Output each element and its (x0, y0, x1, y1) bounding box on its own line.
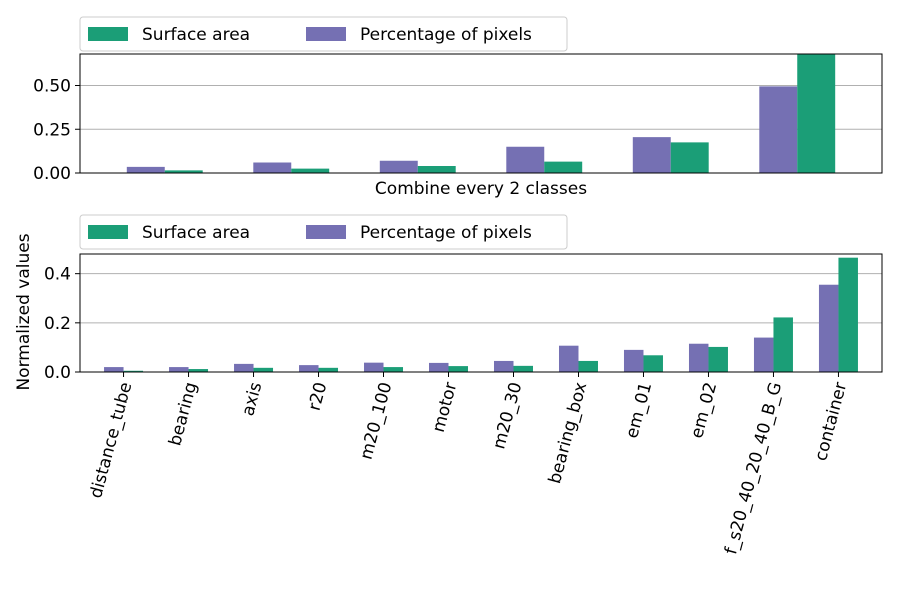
x-tick-label: axis (238, 380, 266, 418)
bar-surface-area (291, 168, 330, 173)
bar-percentage-of-pixels (818, 284, 839, 372)
y-tick-label: 0.4 (44, 265, 71, 285)
x-tick-label: bearing_box (545, 380, 591, 486)
legend-label: Surface area (142, 25, 250, 45)
bar-percentage-of-pixels (104, 367, 124, 372)
bar-surface-area (188, 369, 209, 372)
legend-swatch (306, 27, 346, 41)
x-tick-label: distance_tube (86, 380, 136, 500)
x-tick-label: m20_30 (489, 380, 526, 451)
y-tick-label: 0.00 (33, 164, 71, 184)
legend-item: Percentage of pixels (306, 25, 532, 45)
bar-surface-area (383, 367, 404, 372)
x-tick-label: em_02 (687, 380, 721, 440)
top-subplot: 0.00 0.25 0.50 Combine every 2 classes Surfa… (33, 16, 883, 199)
bar-surface-area (838, 257, 858, 372)
bar-surface-area (797, 54, 836, 173)
x-tick-label: f_s20_40_20_40_B_G (721, 380, 786, 556)
bar-percentage-of-pixels (299, 365, 319, 372)
legend-swatch (88, 27, 128, 41)
y-tick-label: 0.0 (44, 363, 71, 383)
bar-percentage-of-pixels (126, 166, 165, 173)
bar-percentage-of-pixels (506, 146, 545, 173)
bar-percentage-of-pixels (379, 160, 418, 173)
x-tick-label: em_01 (622, 380, 656, 440)
legend: Surface area Percentage of pixels (79, 16, 568, 52)
bar-surface-area (544, 161, 583, 173)
bar-surface-area (318, 367, 339, 372)
x-tick-label: motor (429, 380, 462, 434)
plot-frame (79, 53, 883, 174)
bar-surface-area (578, 360, 598, 372)
y-tick-label: 0.25 (33, 120, 71, 140)
x-axis-label: Combine every 2 classes (375, 179, 587, 199)
bar-percentage-of-pixels (234, 363, 254, 372)
bar-percentage-of-pixels (632, 137, 671, 173)
bar-percentage-of-pixels (688, 343, 709, 372)
bar-percentage-of-pixels (493, 360, 514, 372)
legend-swatch (88, 225, 128, 239)
bar-surface-area (164, 170, 203, 173)
bar-percentage-of-pixels (169, 367, 189, 372)
bar-surface-area (643, 355, 663, 372)
bar-percentage-of-pixels (364, 362, 384, 372)
bar-surface-area (670, 142, 709, 173)
bar-surface-area (253, 367, 274, 372)
legend-item: Percentage of pixels (306, 223, 532, 243)
bar-percentage-of-pixels (753, 337, 774, 372)
bar-percentage-of-pixels (759, 86, 798, 173)
x-tick-label: r20 (305, 380, 332, 413)
bar-percentage-of-pixels (253, 162, 292, 173)
legend: Surface area Percentage of pixels (79, 214, 568, 250)
bar-surface-area (448, 366, 469, 372)
bottom-subplot: 0.0 0.2 0.4 distance_tube bearing axis r20 m20_… (14, 214, 883, 556)
bar-surface-area (773, 317, 793, 372)
legend-label: Surface area (142, 223, 250, 243)
bar-percentage-of-pixels (558, 345, 579, 372)
legend-swatch (306, 225, 346, 239)
bar-percentage-of-pixels (623, 349, 644, 372)
legend-label: Percentage of pixels (360, 223, 532, 243)
bar-percentage-of-pixels (429, 362, 449, 372)
bar-surface-area (123, 370, 144, 372)
plot-frame (79, 253, 883, 373)
legend-item: Surface area (88, 25, 250, 45)
bar-surface-area (417, 166, 456, 173)
x-tick-label: container (811, 380, 851, 463)
bar-surface-area (513, 365, 533, 372)
legend-label: Percentage of pixels (360, 25, 532, 45)
y-tick-label: 0.2 (44, 314, 71, 334)
x-tick-label: m20_100 (357, 380, 397, 462)
y-tick-label: 0.50 (33, 77, 71, 97)
bar-surface-area (708, 346, 728, 372)
y-axis-label: Normalized values (14, 233, 34, 390)
legend-item: Surface area (88, 223, 250, 243)
x-tick-label: bearing (165, 380, 201, 448)
